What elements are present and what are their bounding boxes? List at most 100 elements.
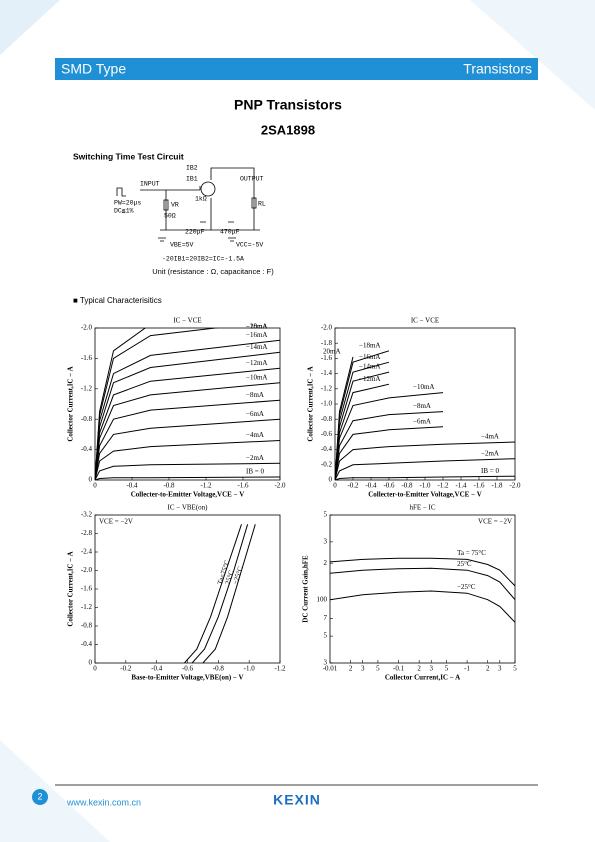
- curve-label: −14mA: [246, 343, 267, 351]
- x-tick-label: -1.2: [200, 482, 212, 490]
- y-tick-label: 0: [89, 659, 93, 667]
- plot-frame: [94, 514, 281, 664]
- x-tick-label: 5: [445, 665, 449, 673]
- curve: [335, 411, 444, 480]
- label: IB2: [186, 165, 198, 172]
- y-tick-label: -1.2: [81, 384, 93, 392]
- curve-label: −12mA: [246, 359, 267, 367]
- header-bar: [55, 58, 538, 80]
- curve-label: −14mA: [359, 363, 380, 371]
- curve-label: −10mA: [246, 373, 267, 381]
- x-tick-label: -1.6: [473, 482, 485, 490]
- x-tick-label: 5: [376, 665, 380, 673]
- x-tick-label: 0: [93, 482, 97, 490]
- curve: [191, 524, 249, 663]
- charts: IC − VCE Collecter-to-Emitter Voltage,VCE…: [67, 317, 521, 682]
- x-tick-label: -1.2: [437, 482, 449, 490]
- curve-label: IB = 0: [481, 467, 499, 475]
- x-tick-label: 0: [333, 482, 337, 490]
- curve-label: −16mA: [246, 331, 267, 339]
- title: PNP Transistors: [234, 97, 342, 113]
- x-tick-label: 2: [417, 665, 421, 673]
- x-axis-label: Collector Current,IC − A: [385, 674, 460, 682]
- curve-label: −25°C: [231, 565, 244, 585]
- y-tick-label: -1.0: [321, 400, 333, 408]
- part: 2SA1898: [261, 122, 315, 137]
- section-title: ■ Typical Characterisitics: [73, 296, 162, 305]
- unit-note: Unit (resistance : Ω, capacitance : F): [152, 267, 274, 276]
- x-tick-label: -0.1: [393, 665, 405, 673]
- x-tick-label: -1.8: [491, 482, 503, 490]
- x-tick-label: -0.01: [323, 665, 338, 673]
- label: VR: [171, 202, 179, 209]
- curve-label: −18mA: [359, 341, 380, 349]
- y-tick-label: -1.2: [81, 603, 93, 611]
- x-tick-label: 2: [486, 665, 490, 673]
- curve-label: 25°C: [457, 560, 472, 568]
- watermark: [0, 0, 60, 55]
- annotation: VCE = −2V: [478, 518, 512, 526]
- curve: [330, 557, 515, 587]
- header-left: SMD Type: [61, 61, 126, 77]
- curve: [335, 458, 515, 480]
- x-tick-label: 2: [349, 665, 353, 673]
- footer-logo: KEXIN: [273, 792, 321, 808]
- footer-url: www.kexin.com.cn: [66, 797, 141, 807]
- chart-title: IC − VCE: [411, 317, 439, 325]
- x-tick-label: 3: [429, 665, 433, 673]
- x-tick-label: -0.8: [163, 482, 175, 490]
- label: 470μF: [220, 229, 240, 236]
- label: 50Ω: [164, 213, 176, 220]
- x-tick-label: -2.0: [509, 482, 521, 490]
- curve-label: −12mA: [359, 375, 380, 383]
- x-axis-label: Collecter-to-Emitter Voltage,VCE − V: [131, 491, 245, 499]
- curve: [335, 356, 354, 480]
- y-tick-label: -1.4: [321, 369, 333, 377]
- label: IB1: [186, 176, 198, 183]
- label: PW=20μs: [114, 200, 141, 207]
- label: -20IB1=20IB2=IC=-1.5A: [162, 256, 244, 263]
- y-tick-label: 5: [324, 511, 328, 519]
- y-tick-label: -2.0: [81, 566, 93, 574]
- curve-label: −6mA: [413, 417, 431, 425]
- watermark: [470, 0, 595, 110]
- y-tick-label: -1.6: [81, 585, 93, 593]
- curve: [330, 567, 515, 601]
- y-tick-label: -0.8: [81, 415, 93, 423]
- label: DC≦1%: [114, 208, 134, 215]
- resistor: [251, 197, 257, 209]
- y-tick-label: -0.4: [81, 445, 93, 453]
- x-tick-label: -1.2: [274, 665, 286, 673]
- curve: [95, 476, 280, 480]
- curve-label: Ta = 75°C: [457, 549, 486, 557]
- chart-title: IC − VCE: [173, 317, 201, 325]
- y-tick-label: 7: [324, 614, 328, 622]
- x-tick-label: -1: [464, 665, 470, 673]
- label: 220μF: [185, 229, 205, 236]
- y-tick-label: -0.8: [321, 415, 333, 423]
- curve: [184, 524, 242, 663]
- y-axis-label: Collector Current,IC − A: [67, 366, 75, 441]
- y-tick-label: 3: [324, 537, 328, 545]
- curve-label: −18mA: [246, 323, 267, 331]
- curve-label: −6mA: [246, 410, 264, 418]
- plot-frame: [94, 327, 281, 481]
- y-axis-label: Collector Current,IC − A: [67, 551, 75, 626]
- y-tick-label: -3.2: [81, 511, 93, 519]
- curve: [335, 426, 444, 480]
- x-tick-label: -0.6: [182, 665, 194, 673]
- transistor: [200, 181, 216, 197]
- label: 1kΩ: [195, 196, 207, 203]
- x-tick-label: -1.0: [419, 482, 431, 490]
- watermark: [0, 740, 110, 842]
- curve: [95, 399, 280, 480]
- y-tick-label: -1.6: [81, 354, 93, 362]
- x-tick-label: 5: [513, 665, 517, 673]
- chart-title: IC − VBE(on): [168, 504, 209, 512]
- y-tick-label: 100: [317, 595, 328, 603]
- y-tick-label: -1.6: [321, 354, 333, 362]
- header-right: Transistors: [463, 61, 532, 77]
- x-axis-label: Collecter-to-Emitter Voltage,VCE − V: [368, 491, 482, 499]
- curve-label: IB = 0: [246, 468, 264, 476]
- circuit-title: Switching Time Test Circuit: [73, 151, 184, 161]
